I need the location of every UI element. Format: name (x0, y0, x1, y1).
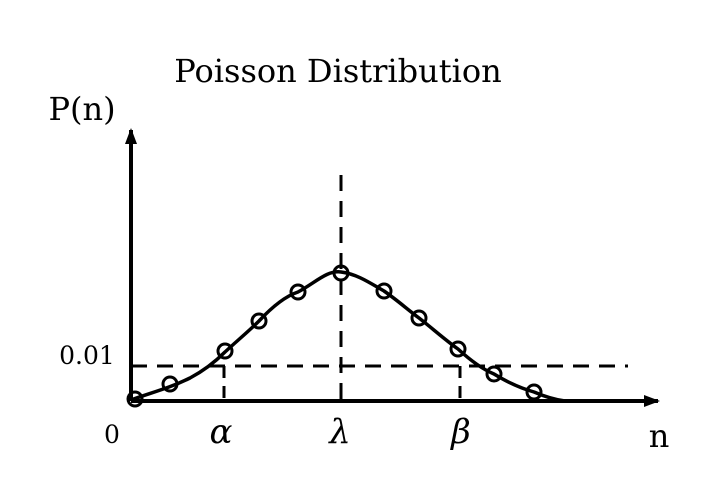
distribution-point (250, 312, 268, 330)
threshold-label: 0.01 (59, 341, 115, 370)
y-axis-label: P(n) (48, 90, 115, 128)
diagram-title: Poisson Distribution (174, 52, 501, 90)
distribution-point (525, 383, 543, 401)
distribution-point (375, 282, 393, 300)
distribution-point (289, 283, 307, 301)
distribution-point (410, 309, 428, 327)
distribution-point (485, 365, 503, 383)
lambda-label: λ (327, 412, 351, 452)
origin-label: 0 (104, 420, 120, 449)
alpha-label: α (210, 412, 233, 452)
distribution-point (332, 264, 350, 282)
beta-label: β (449, 412, 471, 452)
distribution-point (126, 390, 144, 408)
distribution-curve (130, 270, 566, 403)
distribution-point (216, 342, 234, 360)
distribution-point (161, 375, 179, 393)
distribution-point (449, 340, 467, 358)
x-axis-label: n (649, 417, 670, 455)
